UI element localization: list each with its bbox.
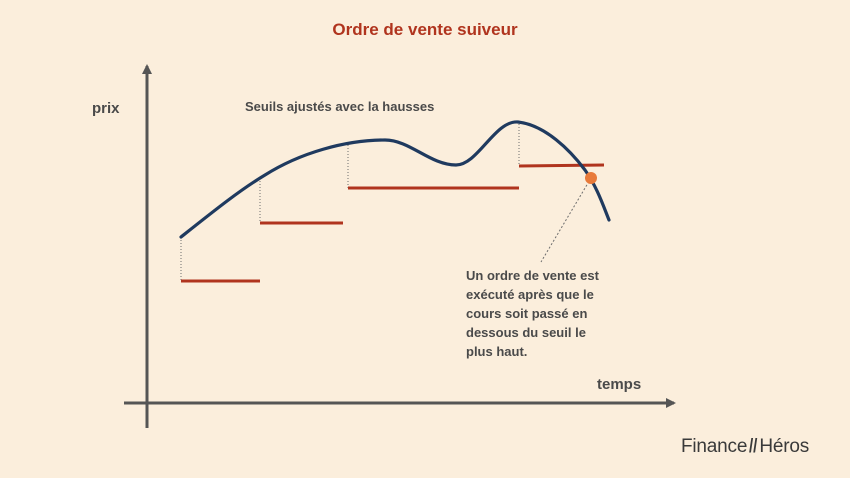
execution-point-marker: [585, 172, 597, 184]
brand-name-right: Héros: [759, 436, 810, 457]
execution-annotation: Un ordre de vente est exécuté après que …: [466, 266, 616, 361]
brand-name-left: Finance: [681, 436, 748, 457]
execution-annotation-line-2: exécuté après que le: [466, 287, 594, 302]
brand-separator: //: [749, 436, 758, 457]
diagram-title: Ordre de vente suiveur: [332, 20, 518, 39]
threshold-4: [518, 163, 605, 168]
brand-logo: Finance//Héros: [681, 436, 809, 458]
x-axis-label: temps: [597, 376, 642, 393]
thresholds-annotation: Seuils ajustés avec la hausses: [245, 99, 435, 114]
execution-annotation-line-1: Un ordre de vente est: [466, 268, 599, 283]
execution-annotation-line-3: cours soit passé en: [466, 306, 588, 321]
y-axis-label: prix: [92, 100, 120, 117]
execution-annotation-line-5: plus haut.: [466, 344, 528, 359]
execution-annotation-line-4: dessous du seuil le: [466, 325, 586, 340]
execution-pointer-line: [540, 177, 592, 263]
price-curve: [179, 120, 611, 239]
